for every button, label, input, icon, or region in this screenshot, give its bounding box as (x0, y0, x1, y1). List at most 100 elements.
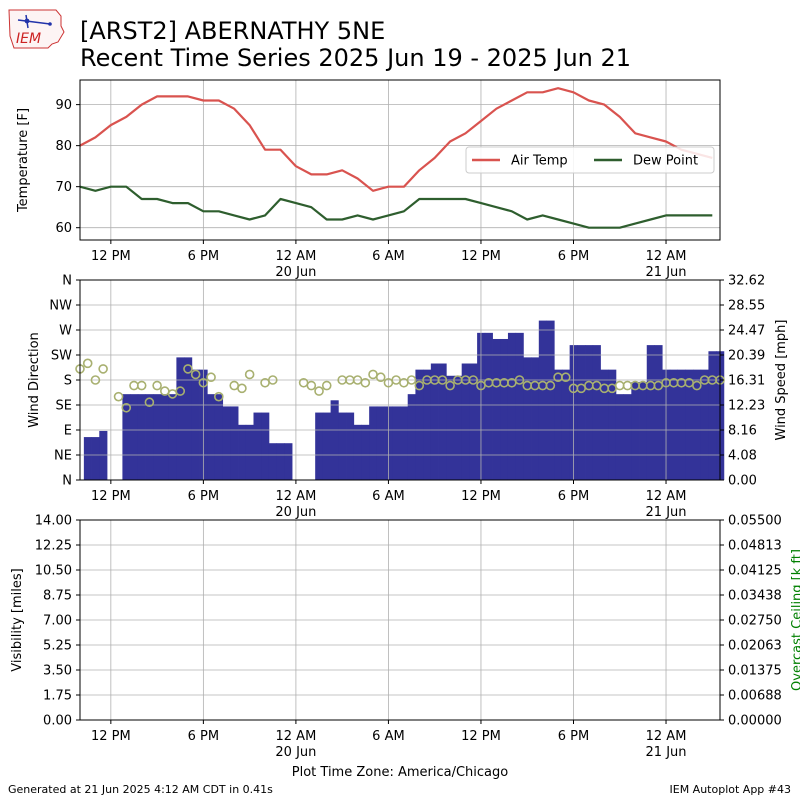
logo-text: IEM (16, 31, 41, 47)
x-date-label: 20 Jun (275, 265, 316, 280)
wind-direction-point (160, 386, 170, 396)
wind-speed-series (83, 320, 725, 480)
wind-speed-bar (99, 430, 108, 480)
air-temp-line (79, 87, 713, 192)
wind-direction-point (144, 397, 155, 408)
temp-y-axis-label: Temperature [F] (16, 108, 31, 213)
wind-speed-bar (693, 369, 702, 480)
wind-speed-bar (222, 406, 231, 480)
wind-speed-bar (507, 332, 517, 480)
y2-tick-label: 0.03438 (728, 589, 782, 604)
wind-direction-point (90, 375, 101, 385)
y-tick-label: E (64, 424, 72, 439)
wind-speed-bar (407, 394, 416, 480)
visibility-axis-label: Visibility [miles] (10, 568, 25, 671)
wind-speed-bar (338, 412, 347, 480)
wind-speed-bar (515, 332, 524, 480)
wind-speed-bar (685, 369, 694, 480)
y2-tick-label: 16.31 (728, 374, 765, 389)
x-date-label: 21 Jun (646, 505, 687, 520)
wind-speed-bar (400, 406, 409, 480)
wind-direction-point (368, 369, 378, 380)
wind-speed-bar (184, 357, 193, 480)
x-tick-label: 12 AM (276, 249, 317, 264)
x-axis-title: Plot Time Zone: America/Chicago (292, 765, 508, 780)
wind-direction-point (321, 380, 332, 391)
wind-direction-point (414, 380, 425, 391)
wind-direction-point (183, 364, 193, 374)
wind-speed-bar (191, 369, 200, 480)
wind-speed-bar (268, 443, 278, 480)
wind-direction-point (314, 386, 324, 396)
x-tick-label: 6 AM (372, 489, 405, 504)
iem-logo: IEM (8, 9, 65, 49)
wind-direction-point (244, 369, 255, 380)
wind-direction-point (360, 377, 371, 388)
wind-speed-bar (677, 369, 686, 480)
x-tick-label: 6 PM (188, 249, 219, 264)
wind-speed-bar (376, 406, 385, 480)
wind-speed-bar (83, 437, 92, 480)
wind-speed-bar (484, 332, 493, 480)
wind-speed-bar (461, 363, 470, 480)
wind-speed-bar (122, 394, 131, 480)
wind-direction-point (190, 369, 201, 380)
x-tick-label: 6 AM (372, 249, 405, 264)
wind-direction-point (198, 377, 209, 388)
x-tick-label: 6 AM (372, 729, 405, 744)
wind-speed-bar (253, 412, 262, 480)
wind-speed-bar (592, 345, 601, 480)
wind-speed-bar (708, 351, 717, 480)
wind-speed-bar (207, 394, 216, 480)
x-tick-label: 12 PM (461, 729, 501, 744)
wind-speed-bar (284, 443, 293, 480)
y2-tick-label: 0.02750 (728, 614, 782, 629)
wind-speed-bar (523, 357, 532, 480)
ceiling-axis-label: Overcast Ceiling [k ft] (790, 549, 800, 691)
wind-speed-bar (453, 375, 463, 480)
wind-speed-bar (145, 394, 154, 480)
x-tick-label: 12 PM (91, 249, 131, 264)
wind-direction-axis-label: Wind Direction (27, 332, 42, 428)
wind-speed-bar (639, 381, 648, 480)
legend-box (465, 146, 715, 174)
wind-direction-point (113, 391, 124, 402)
wind-direction-point (129, 380, 139, 391)
y-tick-label: SE (56, 399, 72, 414)
y-tick-label: NE (54, 449, 72, 464)
wind-speed-bar (608, 369, 617, 480)
y2-tick-label: 12.23 (728, 399, 765, 414)
wind-speed-bar (469, 363, 478, 480)
wind-speed-bar (361, 424, 370, 480)
app-label: IEM Autoplot App #43 (669, 783, 792, 796)
wind-direction-point (375, 372, 386, 383)
wind-direction-point (306, 380, 317, 391)
y-tick-label: S (64, 374, 72, 389)
wind-speed-bar (137, 394, 146, 480)
wind-speed-bar (623, 394, 632, 480)
wind-speed-bar (600, 369, 609, 480)
wind-speed-bar (168, 394, 177, 480)
wind-speed-bar (315, 412, 324, 480)
y-tick-label: 7.00 (43, 614, 72, 629)
wind-direction-series (75, 358, 725, 413)
wind-speed-bar (654, 345, 663, 480)
y-tick-label: SW (51, 349, 72, 364)
wind-direction-point (545, 380, 556, 391)
wind-speed-bar (615, 394, 625, 480)
wind-speed-bar (531, 357, 540, 480)
wind-direction-point (121, 402, 132, 413)
y-tick-label: 10.50 (35, 564, 72, 579)
wind-direction-point (514, 375, 525, 385)
wind-direction-point (468, 375, 479, 385)
wind-speed-bar (353, 424, 362, 480)
y2-tick-label: 28.55 (728, 299, 765, 314)
air-temp-series (79, 87, 713, 192)
wind-speed-bar (669, 369, 678, 480)
y-tick-label: NW (49, 299, 72, 314)
wind-speed-bar (415, 369, 424, 480)
x-tick-label: 12 AM (276, 489, 317, 504)
x-tick-label: 6 PM (188, 729, 219, 744)
x-tick-label: 12 AM (276, 729, 317, 744)
x-tick-label: 12 PM (91, 489, 131, 504)
